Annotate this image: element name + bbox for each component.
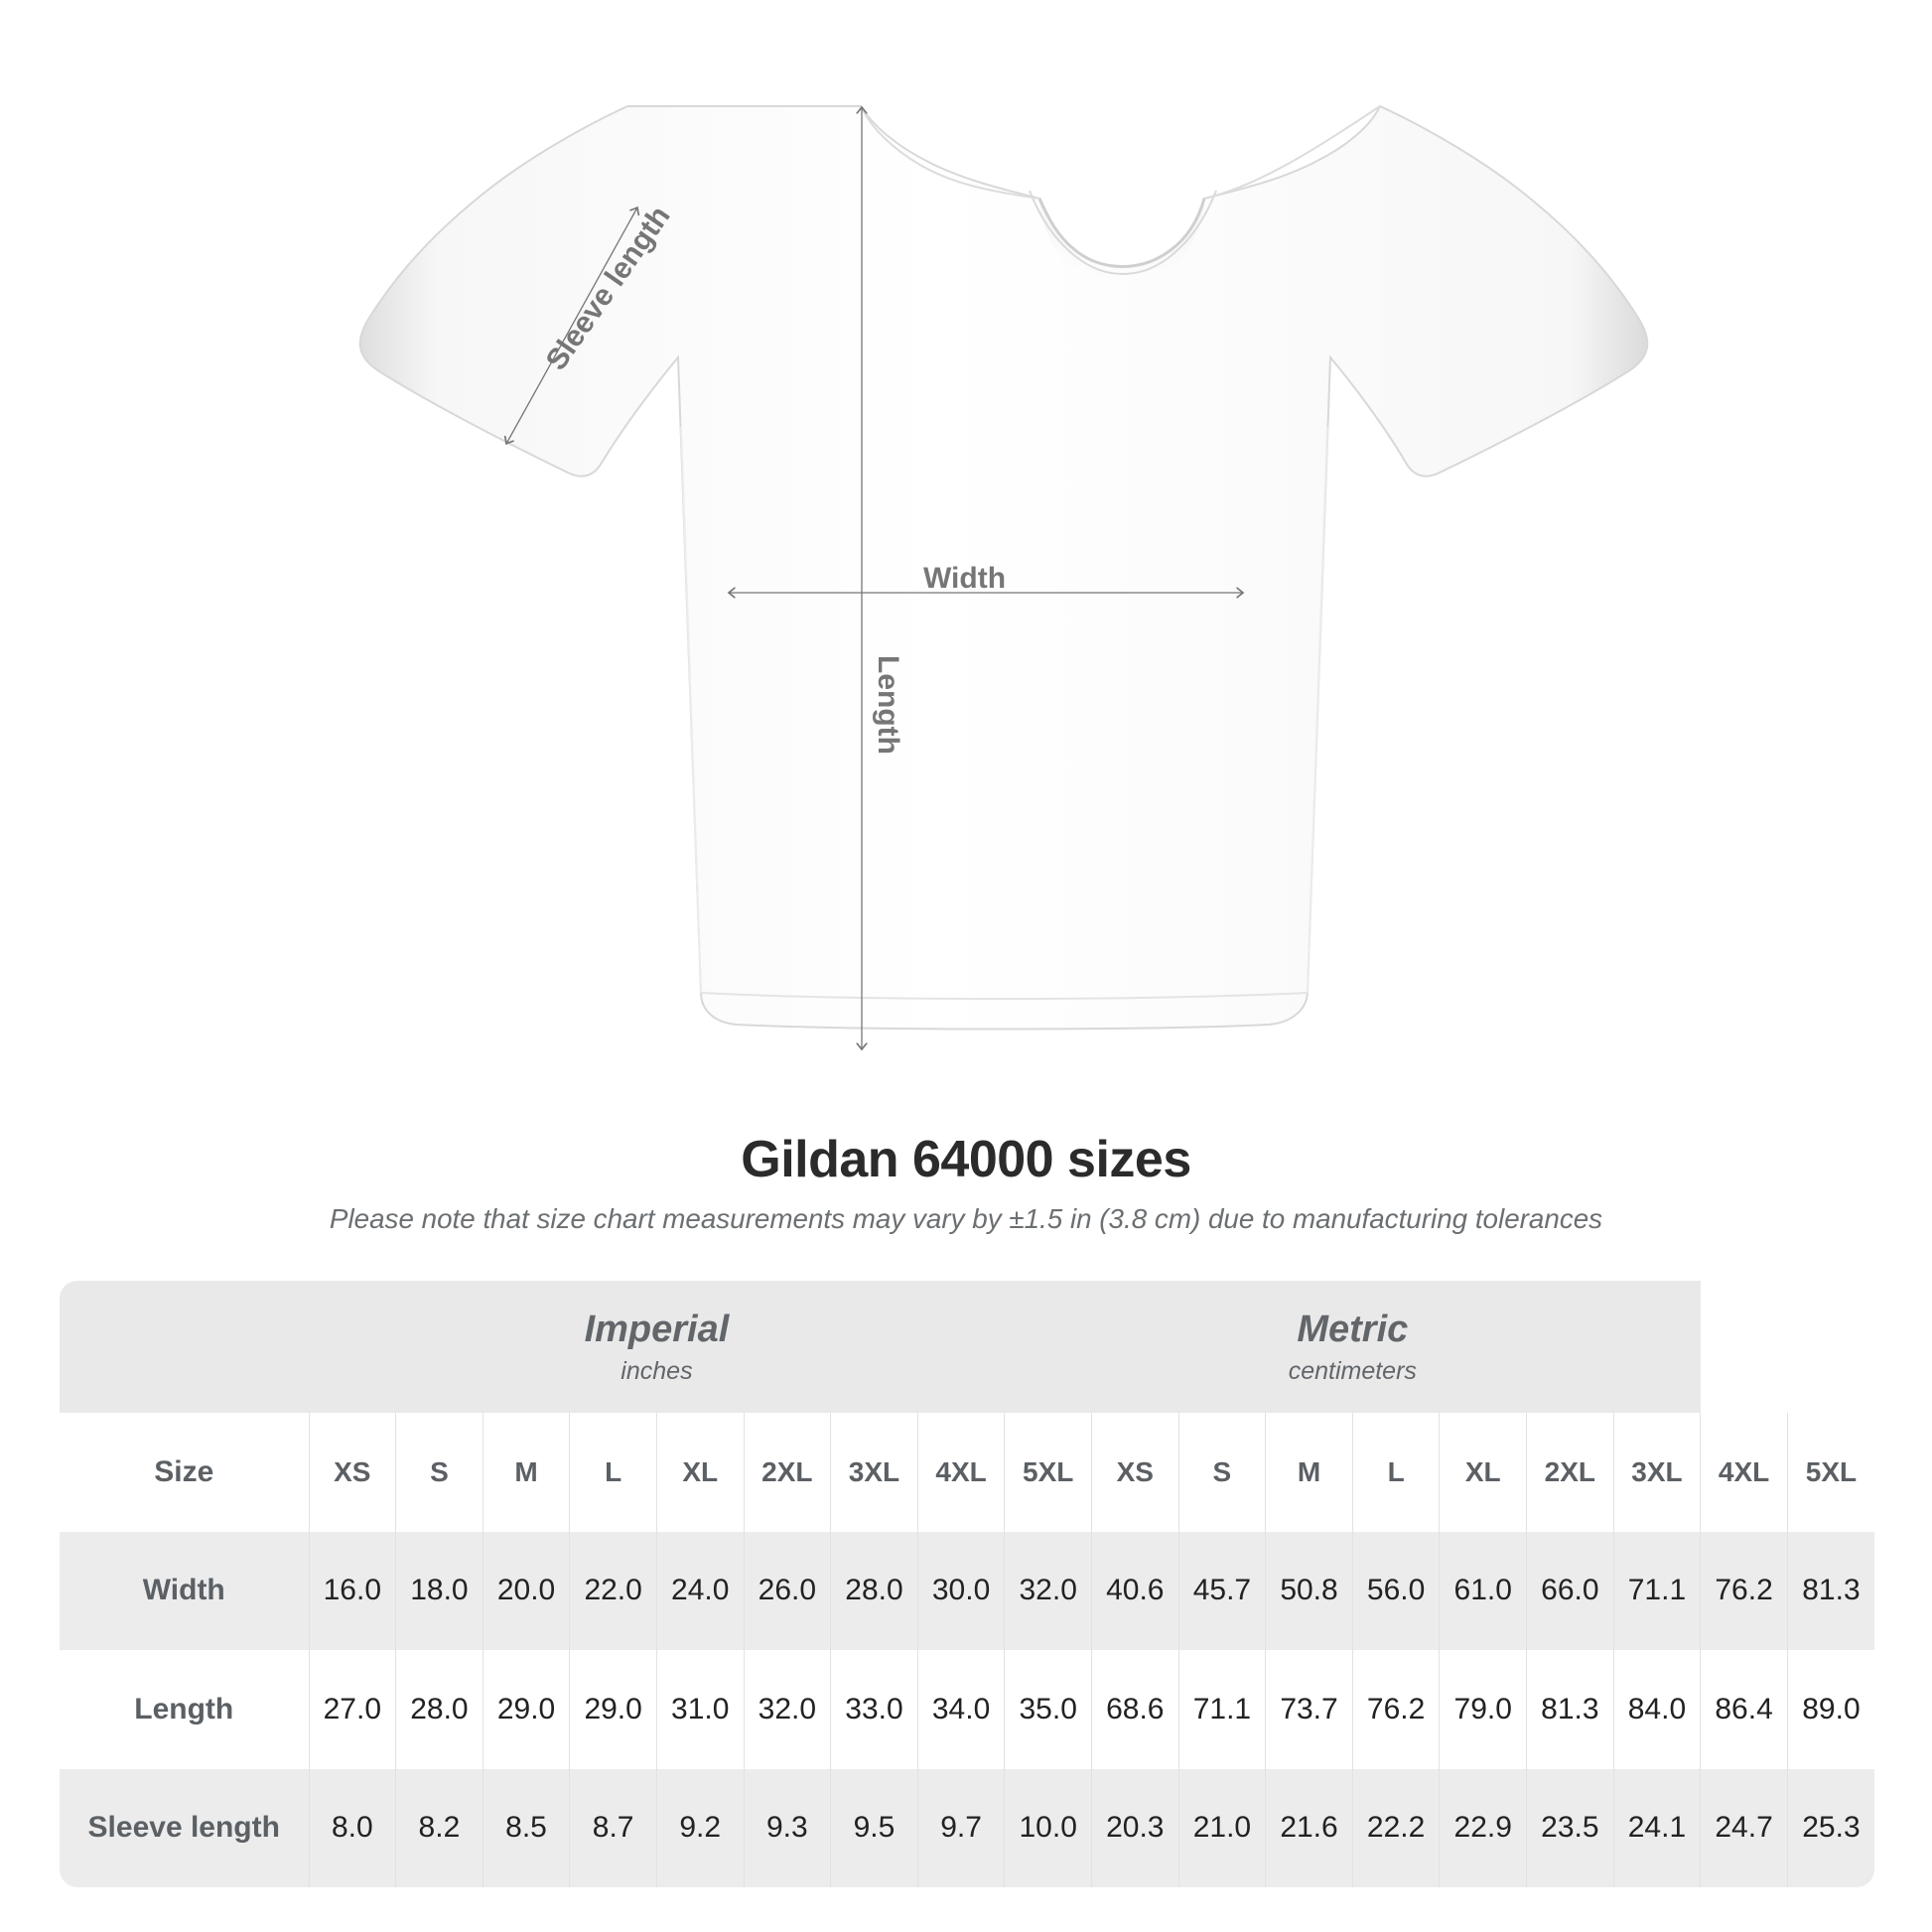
svg-text:Length: Length <box>872 655 904 755</box>
svg-text:Width: Width <box>923 562 1006 595</box>
